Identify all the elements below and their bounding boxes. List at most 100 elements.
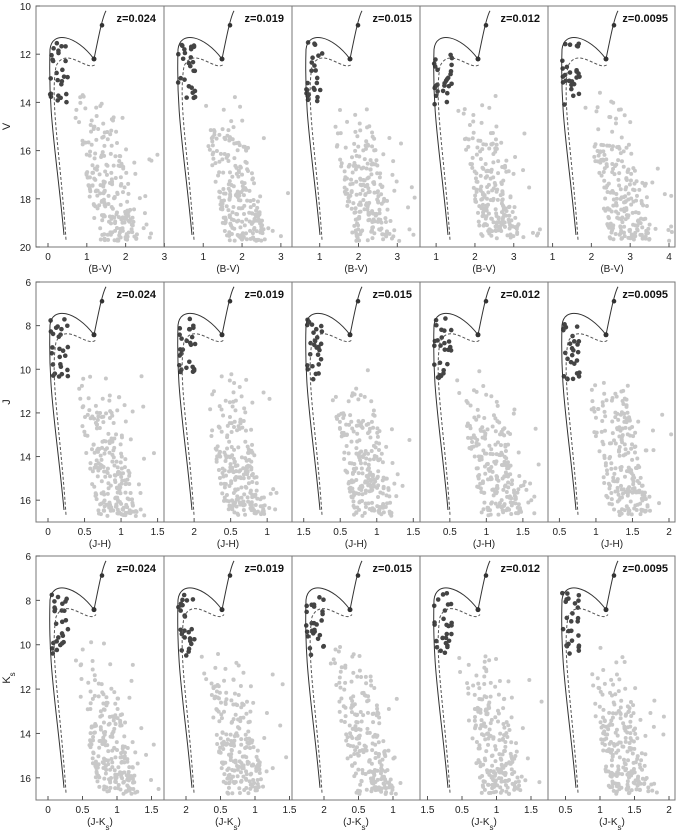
isochrone-line	[177, 286, 235, 511]
field-star-point	[610, 747, 615, 752]
field-star-point	[135, 789, 140, 794]
field-star-point	[616, 689, 621, 694]
field-star-point	[597, 704, 602, 709]
field-star-point	[348, 182, 353, 187]
field-star-point	[84, 451, 89, 456]
field-star-point	[227, 469, 232, 474]
field-star-point	[640, 225, 645, 230]
field-star-point	[486, 742, 491, 747]
field-star-point	[236, 693, 241, 698]
field-star-point	[118, 154, 123, 159]
field-star-point	[496, 512, 501, 517]
field-star-point	[349, 478, 354, 483]
field-star-point	[338, 131, 343, 136]
field-star-point	[376, 495, 381, 500]
field-star-point	[215, 683, 220, 688]
member-star-point	[449, 631, 454, 637]
field-star-point	[212, 696, 217, 701]
field-star-point	[243, 512, 248, 517]
x-tick-label: 2	[191, 527, 197, 538]
field-star-point	[490, 188, 495, 193]
isochrone-dashed-line	[181, 57, 225, 240]
field-star-point	[462, 137, 467, 142]
field-star-point	[369, 419, 374, 424]
field-star-point	[141, 226, 146, 231]
giant-branch-point	[99, 298, 105, 304]
field-star-point	[366, 421, 371, 426]
field-star-point	[96, 508, 101, 513]
member-star-point	[190, 364, 195, 370]
field-star-point	[508, 232, 513, 237]
field-star-point	[107, 398, 112, 403]
field-star-cloud	[590, 645, 666, 796]
field-star-point	[629, 788, 634, 793]
field-star-point	[113, 478, 118, 483]
field-star-point	[473, 723, 478, 728]
field-star-point	[258, 504, 263, 509]
field-star-point	[471, 130, 476, 135]
field-star-point	[356, 397, 361, 402]
field-star-point	[142, 513, 147, 518]
panel-5: z=0.0095(J-Ks)	[547, 556, 668, 832]
field-star-point	[500, 764, 505, 769]
field-star-point	[499, 779, 504, 784]
field-star-point	[248, 488, 253, 493]
field-star-point	[490, 782, 495, 787]
field-star-point	[352, 461, 357, 466]
member-star-point	[567, 42, 573, 48]
field-star-point	[234, 497, 239, 502]
x-axis-label: (J-H)	[217, 539, 239, 550]
field-star-point	[115, 486, 120, 491]
field-star-point	[499, 210, 504, 215]
field-star-point	[114, 129, 119, 134]
field-star-point	[381, 510, 386, 515]
field-star-point	[356, 227, 361, 232]
field-star-point	[255, 782, 260, 787]
member-star-point	[448, 52, 453, 58]
field-star-point	[96, 694, 101, 699]
field-star-point	[631, 222, 636, 227]
field-star-point	[229, 479, 234, 484]
field-star-point	[232, 768, 237, 773]
field-star-point	[491, 160, 496, 165]
field-star-point	[484, 203, 489, 208]
field-star-point	[360, 228, 365, 233]
field-star-point	[368, 678, 373, 683]
field-star-point	[474, 152, 479, 157]
field-star-point	[256, 211, 261, 216]
field-star-point	[220, 491, 225, 496]
field-star-point	[129, 774, 134, 779]
field-star-point	[214, 447, 219, 452]
field-star-point	[236, 206, 241, 211]
field-star-point	[96, 414, 101, 419]
field-star-point	[611, 203, 616, 208]
field-star-point	[591, 683, 596, 688]
field-star-point	[509, 754, 514, 759]
field-star-point	[380, 232, 385, 237]
field-star-point	[342, 185, 347, 190]
field-star-point	[106, 762, 111, 767]
field-star-point	[365, 142, 370, 147]
field-star-point	[227, 135, 232, 140]
field-star-point	[504, 489, 509, 494]
field-star-point	[365, 710, 370, 715]
field-star-point	[358, 461, 363, 466]
field-star-point	[486, 168, 491, 173]
member-star-point	[183, 653, 189, 658]
y-tick-label: 12	[20, 50, 32, 61]
field-star-point	[343, 714, 348, 719]
field-star-point	[121, 791, 126, 796]
field-star-point	[126, 213, 131, 218]
field-star-point	[361, 713, 366, 718]
field-star-point	[98, 226, 103, 231]
field-star-point	[357, 209, 362, 214]
field-star-point	[217, 749, 222, 754]
field-star-point	[109, 436, 114, 441]
field-star-point	[215, 454, 220, 459]
x-axis-label-end: )	[494, 817, 497, 828]
field-star-point	[484, 451, 489, 456]
field-star-point	[339, 161, 344, 166]
field-star-point	[108, 662, 113, 667]
field-star-point	[112, 436, 117, 441]
member-star-point	[64, 596, 69, 602]
